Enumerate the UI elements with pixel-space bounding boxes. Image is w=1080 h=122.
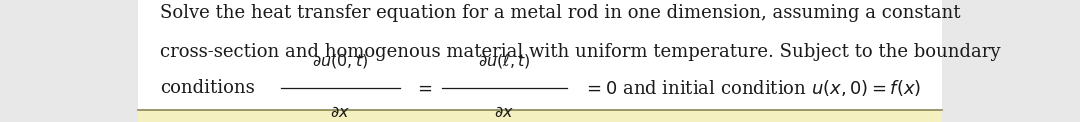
Bar — [942, 0, 1080, 122]
Text: conditions: conditions — [160, 79, 255, 97]
Text: $\partial x$: $\partial x$ — [330, 104, 350, 121]
Text: $= 0$ and initial condition $u(x,0) = f(x)$: $= 0$ and initial condition $u(x,0) = f(… — [583, 78, 921, 98]
Text: Solve the heat transfer equation for a metal rod in one dimension, assuming a co: Solve the heat transfer equation for a m… — [160, 4, 960, 22]
Text: $\partial u(\ell,t)$: $\partial u(\ell,t)$ — [478, 52, 530, 70]
Text: $\partial x$: $\partial x$ — [495, 104, 514, 121]
Text: cross-section and homogenous material with uniform temperature. Subject to the b: cross-section and homogenous material wi… — [160, 43, 1000, 61]
Bar — [138, 110, 942, 122]
Bar — [0, 0, 138, 122]
Text: $=$: $=$ — [414, 79, 433, 97]
Text: $\partial u(0,t)$: $\partial u(0,t)$ — [312, 52, 368, 70]
